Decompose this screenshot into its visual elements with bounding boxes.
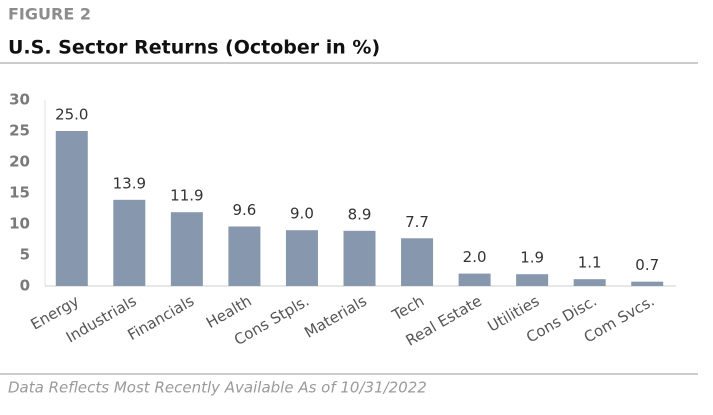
bar <box>516 274 549 286</box>
chart-title: U.S. Sector Returns (October in %) <box>8 37 380 59</box>
y-tick-label: 10 <box>9 215 30 233</box>
value-label: 1.1 <box>578 254 602 272</box>
y-tick-label: 30 <box>9 91 30 109</box>
footnote: Data Reflects Most Recently Available As… <box>8 379 427 397</box>
bar <box>170 212 203 286</box>
y-tick-label: 15 <box>9 184 30 202</box>
bar <box>631 281 664 286</box>
value-label: 11.9 <box>170 187 203 205</box>
bar <box>55 131 88 286</box>
y-tick-label: 5 <box>20 246 30 264</box>
bar <box>401 238 434 286</box>
bar <box>573 279 606 286</box>
value-label: 0.7 <box>635 256 659 274</box>
x-tick-label: Financials <box>124 292 197 344</box>
value-label: 9.6 <box>232 201 256 219</box>
value-label: 25.0 <box>55 106 88 124</box>
value-label: 8.9 <box>348 205 372 223</box>
value-label: 2.0 <box>463 248 487 266</box>
value-label: 9.0 <box>290 205 314 223</box>
bar <box>228 226 261 286</box>
x-tick-label: Tech <box>388 292 427 325</box>
y-tick-label: 25 <box>9 122 30 140</box>
value-label: 7.7 <box>405 213 429 231</box>
bar <box>458 273 491 286</box>
y-tick-label: 20 <box>9 153 30 171</box>
figure-label: FIGURE 2 <box>8 5 91 24</box>
bar <box>285 230 318 286</box>
x-tick-label: Materials <box>301 292 370 342</box>
bar <box>343 230 376 286</box>
value-label: 13.9 <box>113 174 146 192</box>
bar <box>113 199 146 286</box>
y-tick-label: 0 <box>20 277 30 295</box>
value-label: 1.9 <box>520 249 544 267</box>
